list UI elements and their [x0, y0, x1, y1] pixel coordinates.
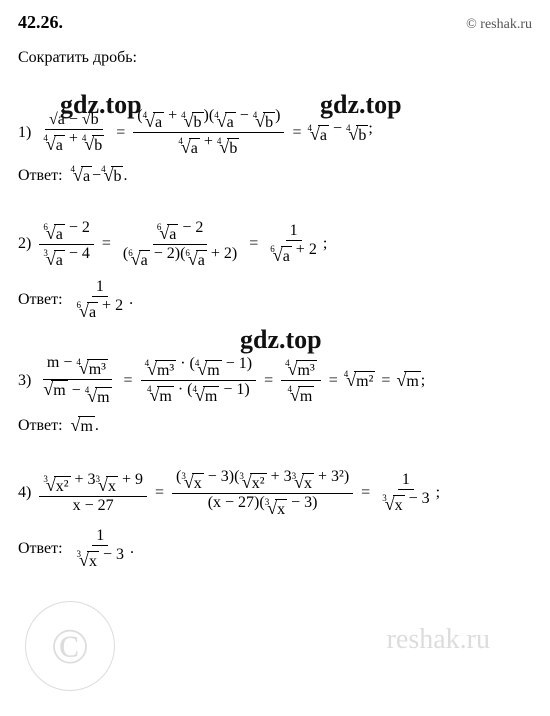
- fraction-mid-4: (3√x − 3)(3√x² + 33√x + 3²) (x − 27)(3√x…: [172, 468, 353, 519]
- solution-3: 3) m − 4√m³ √m − 4√m = 4√m³ · (4√m − 1) …: [18, 354, 532, 407]
- answer-1: Ответ: 4√a − 4√b.: [18, 166, 532, 186]
- fraction-mid-3: 4√m³ · (4√m − 1) 4√m · (4√m − 1): [141, 355, 257, 406]
- rhs-1: 4√a − 4√b;: [307, 120, 372, 145]
- problem-number: 42.26.: [18, 12, 63, 33]
- reshak-watermark: reshak.ru: [387, 624, 490, 656]
- fraction-lhs-1: √a − √b 4√a + 4√b: [39, 111, 108, 155]
- rhs2-3: 4√m²: [344, 371, 376, 391]
- answer-2: Ответ: 1 6√a + 2 .: [18, 278, 532, 322]
- item-number-2: 2): [18, 235, 31, 253]
- solution-4: 4) 3√x² + 33√x + 9 x − 27 = (3√x − 3)(3√…: [18, 468, 532, 519]
- fraction-lhs-4: 3√x² + 33√x + 9 x − 27: [39, 471, 147, 515]
- item-number-3: 3): [18, 372, 31, 390]
- item-number-1: 1): [18, 124, 31, 142]
- watermark-3: gdz.top: [240, 325, 322, 355]
- source-link: © reshak.ru: [466, 17, 532, 33]
- fraction-rhs-4: 1 3√x − 3: [378, 471, 433, 515]
- solution-2: 2) 6√a − 2 3√a − 4 = 6√a − 2 (6√a − 2)(6…: [18, 219, 532, 270]
- solution-1: 1) √a − √b 4√a + 4√b = (4√a + 4√b)(4√a −…: [18, 107, 532, 158]
- instruction-text: Сократить дробь:: [18, 49, 532, 67]
- copyright-watermark: ©: [25, 601, 115, 691]
- fraction-rhs1-3: 4√m³ 4√m: [281, 355, 321, 406]
- rhs3-3: √m: [396, 371, 420, 391]
- answer-3: Ответ: √m.: [18, 416, 532, 436]
- fraction-mid-2: 6√a − 2 (6√a − 2)(6√a + 2): [119, 219, 241, 270]
- fraction-lhs-2: 6√a − 2 3√a − 4: [39, 219, 94, 270]
- fraction-rhs-2: 1 6√a + 2: [266, 222, 321, 266]
- answer-4: Ответ: 1 3√x − 3 .: [18, 527, 532, 571]
- item-number-4: 4): [18, 484, 31, 502]
- fraction-lhs-3: m − 4√m³ √m − 4√m: [39, 354, 115, 407]
- fraction-mid-1: (4√a + 4√b)(4√a − 4√b) 4√a + 4√b: [133, 107, 284, 158]
